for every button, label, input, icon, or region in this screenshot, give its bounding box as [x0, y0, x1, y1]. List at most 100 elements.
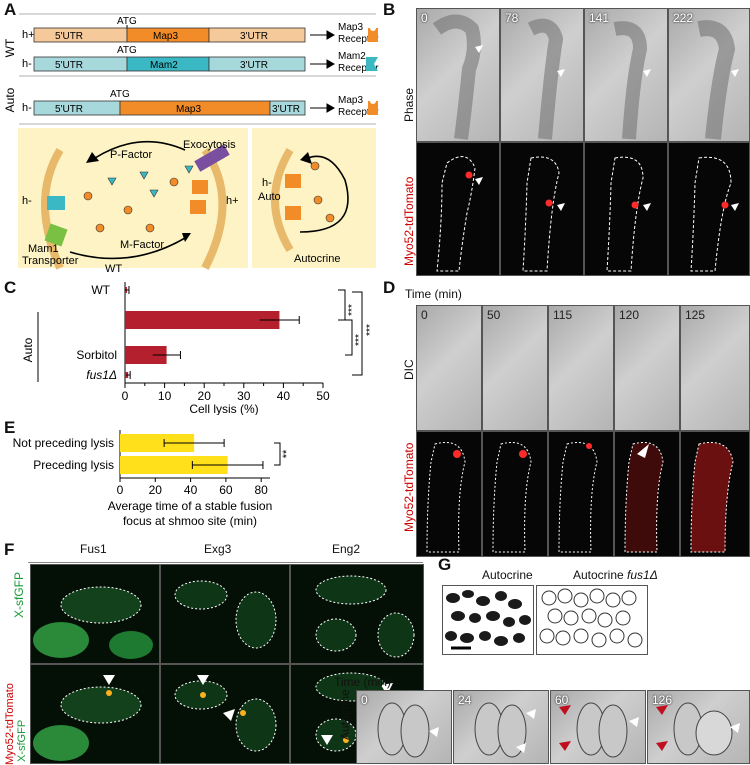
- map3-receptor-icon-2: [368, 101, 378, 115]
- e-cat-0: Not preceding lysis: [13, 436, 114, 450]
- panel-f-fus1-merge: [30, 664, 160, 764]
- atg-3: ATG: [110, 89, 130, 100]
- mam1-label: Mam1 Transporter: [22, 243, 79, 267]
- c-bar-1: [125, 311, 280, 329]
- panel-f-exg3-merge: [160, 664, 290, 764]
- autocrine-diagram-label: Autocrine: [294, 253, 340, 265]
- panel-label-e: E: [4, 418, 16, 437]
- wt-diagram-label: WT: [105, 263, 122, 275]
- panel-g-fus1-image: [536, 585, 648, 655]
- c-cat-wt: WT: [91, 283, 110, 297]
- mfactor-label: M-Factor: [120, 239, 164, 251]
- panel-f-row2-label: Myo52-tdTomato: [4, 683, 16, 765]
- panel-b-fluor-label: Myo52-tdTomato: [402, 176, 416, 266]
- map3-receptor-shape: [192, 180, 208, 194]
- mam2-receptor-shape: [47, 196, 65, 210]
- utr3-label-2: 3'UTR: [240, 60, 268, 71]
- mam1-transporter-shape: [44, 223, 68, 247]
- c-ticklabel-10: 50: [316, 389, 330, 403]
- e-ticklabel-2: 40: [184, 483, 198, 497]
- map3-receptor-icon: [368, 28, 378, 42]
- e-cat-1: Preceding lysis: [33, 458, 114, 472]
- c-sig-bracket-3: [352, 291, 363, 376]
- e-sig-bracket: [274, 442, 281, 466]
- panel-c-chart: WT Sorbitol fus1Δ Auto 0 10 20 30 40 50 Cell lysis…: [21, 282, 376, 415]
- panel-h-frame-60: 60: [550, 690, 646, 764]
- panel-f-fus1-gfp: [30, 564, 160, 664]
- panel-b-phase-0: 0: [416, 8, 500, 142]
- panel-b-fluor-78: [500, 142, 584, 276]
- panel-label-d: D: [383, 278, 396, 297]
- panel-h-frame-24: 24: [453, 690, 549, 764]
- c-sig-2: ***: [354, 334, 365, 346]
- utr5-label-1: 5'UTR: [55, 31, 83, 42]
- panel-h-frame-126: 126: [647, 690, 750, 764]
- panel-d-dic-0: 0: [416, 305, 482, 431]
- exocytosis-shape: [194, 144, 230, 172]
- atg-2: ATG: [117, 45, 137, 56]
- panel-f-col-fus1: Fus1: [80, 542, 107, 556]
- gene-label-2: Mam2: [150, 60, 178, 71]
- panel-d-fluor-115: [548, 431, 614, 557]
- gene-label-1: Map3: [153, 31, 178, 42]
- c-ticklabel-8: 40: [277, 389, 291, 403]
- c-ticklabel-4: 20: [198, 389, 212, 403]
- c-ticklabel-2: 10: [158, 389, 172, 403]
- utr3-1: [208, 27, 306, 43]
- c-ticklabel-6: 30: [237, 389, 251, 403]
- panel-g-autocrine-image: [442, 585, 534, 655]
- receptor-label-1: Map3 Receptor: [338, 22, 379, 45]
- panel-f-exg3-gfp: [160, 564, 290, 664]
- panel-b-fluor-141: [584, 142, 668, 276]
- row-label-wt: WT: [3, 38, 17, 57]
- panel-h-title: Time (min): [334, 675, 391, 689]
- auto-label: Auto: [258, 191, 281, 203]
- panel-f-row2-sub: X-sfGFP: [16, 719, 28, 762]
- utr5-label-3: 5'UTR: [55, 104, 83, 115]
- c-sig-3: ***: [365, 324, 376, 336]
- panel-label-c: C: [4, 278, 17, 297]
- panel-d-fluor-125: [680, 431, 750, 557]
- e-x-label-0: Average time of a stable fusion: [108, 499, 273, 513]
- e-bar-1: [120, 456, 228, 474]
- utr3-3: [269, 100, 306, 116]
- panel-label-g: G: [438, 555, 452, 574]
- mam2-receptor-icon: [366, 57, 378, 71]
- panel-b-phase-141: 141: [584, 8, 668, 142]
- panel-b-fluor-0: [416, 142, 500, 276]
- c-cat-fus1: fus1Δ: [86, 368, 117, 382]
- c-sig-bracket-2: [345, 319, 353, 356]
- panel-f-row1-label: X-sfGFP: [12, 571, 26, 618]
- panel-d-dic-115: 115: [548, 305, 614, 431]
- e-ticklabel-3: 60: [219, 483, 233, 497]
- panel-d-dic-120: 120: [614, 305, 680, 431]
- utr5-label-2: 5'UTR: [55, 60, 83, 71]
- utr3-label-1: 3'UTR: [240, 31, 268, 42]
- panel-label-f: F: [4, 540, 15, 559]
- utr3-2: [208, 56, 306, 72]
- strand-1: h+: [22, 29, 35, 41]
- c-x-label: Cell lysis (%): [189, 402, 258, 415]
- gene-label-3: Map3: [176, 104, 201, 115]
- c-group-label: Auto: [21, 337, 35, 362]
- panel-d-dic-125: 125: [680, 305, 750, 431]
- e-ticklabel-4: 80: [254, 483, 268, 497]
- panel-d-fluor-120: [614, 431, 680, 557]
- pfactor-label: P-Factor: [110, 149, 153, 161]
- atg-1: ATG: [117, 16, 137, 27]
- e-ticklabel-1: 20: [149, 483, 163, 497]
- panel-g-label-autocrine: Autocrine: [482, 568, 533, 582]
- panel-b-phase-78: 78: [500, 8, 584, 142]
- strand-2: h-: [22, 58, 32, 70]
- panel-f-eng2-gfp: [290, 564, 424, 664]
- receptor-label-3: Map3 Receptor: [338, 95, 379, 118]
- e-bar-0: [120, 434, 195, 452]
- c-sig-1: ***: [347, 304, 358, 316]
- c-ticklabel-0: 0: [122, 389, 129, 403]
- e-x-label-1: focus at shmoo site (min): [123, 514, 257, 528]
- e-sig: **: [281, 449, 293, 458]
- panel-g-label-fus1: Autocrine fus1Δ: [573, 568, 658, 582]
- diagram-hminus: h-: [22, 195, 32, 207]
- e-ticklabel-0: 0: [117, 483, 124, 497]
